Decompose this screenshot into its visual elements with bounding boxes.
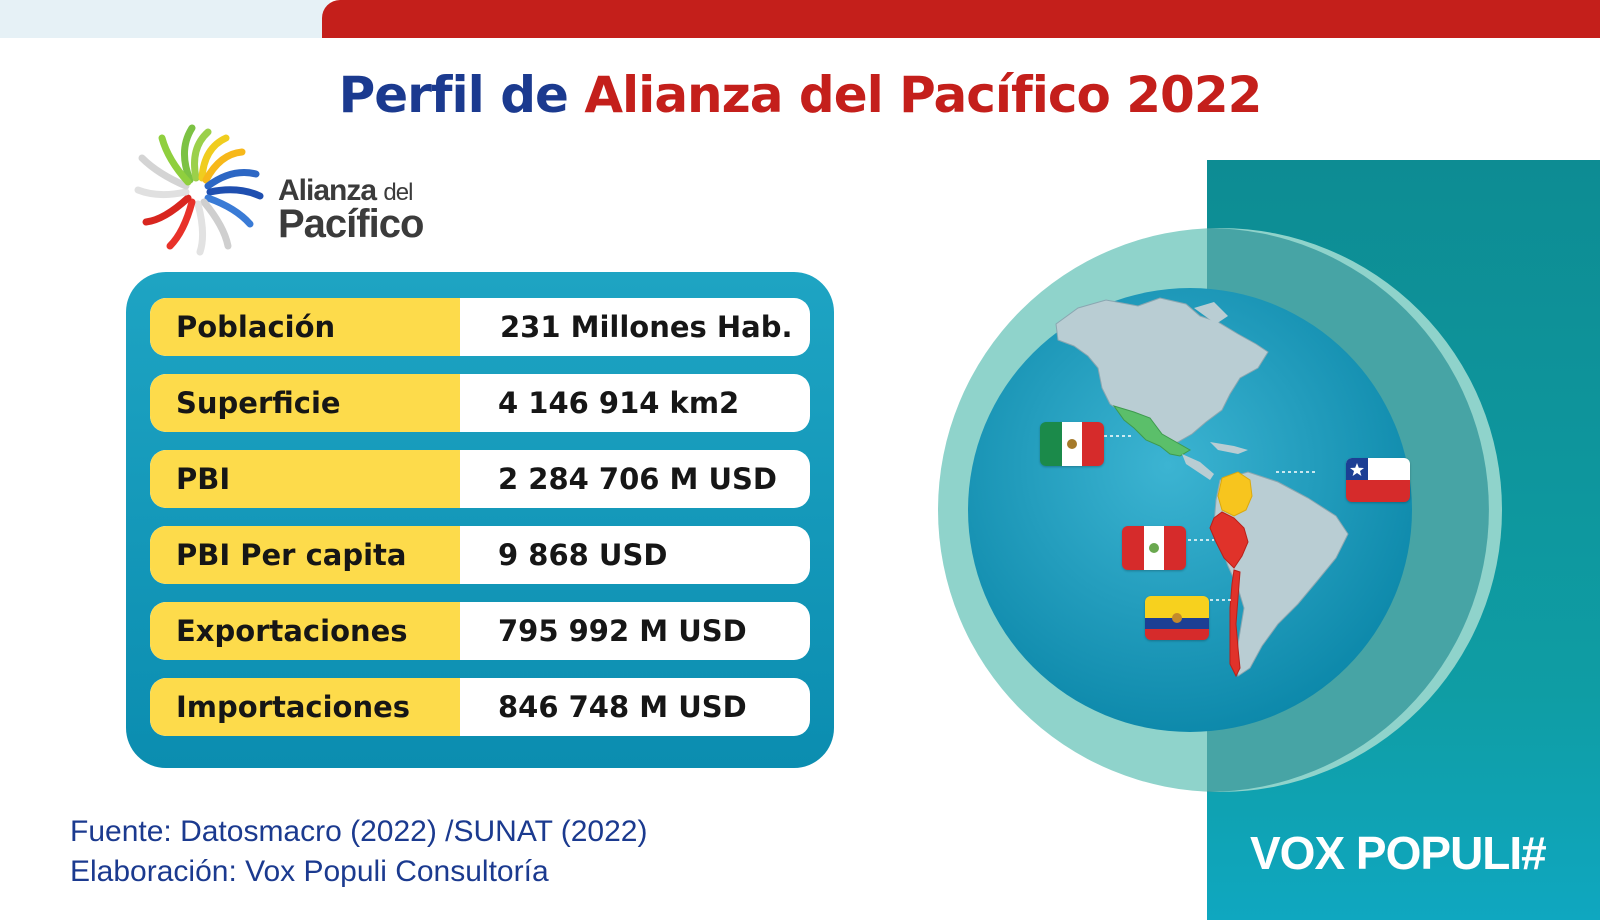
- central-america-shape: [1182, 454, 1214, 480]
- north-america-landmass: [1055, 297, 1269, 447]
- stat-label: Superficie: [150, 374, 460, 432]
- stat-label: Importaciones: [150, 678, 460, 736]
- stat-value: 4 146 914 km2: [498, 386, 740, 420]
- caribbean-islands: [1210, 442, 1248, 454]
- stat-label: PBI: [150, 450, 460, 508]
- colombia-flag: [1145, 596, 1209, 640]
- logo-word-alianza: Alianza: [278, 174, 377, 207]
- stat-label: PBI Per capita: [150, 526, 460, 584]
- page-title: Perfil de Alianza del Pacífico 2022: [0, 66, 1600, 124]
- greenland-landmass: [1194, 302, 1228, 324]
- peru-shape: [1209, 511, 1249, 569]
- title-part-1: Perfil de: [338, 66, 569, 124]
- stat-value: 846 748 M USD: [498, 690, 747, 724]
- stat-row-importaciones: Importaciones 846 748 M USD: [150, 678, 810, 736]
- top-red-band: [322, 0, 1600, 38]
- mexico-flag: [1040, 422, 1104, 466]
- stat-label: Población: [150, 298, 460, 356]
- americas-map: [938, 228, 1502, 792]
- stat-label: Exportaciones: [150, 602, 460, 660]
- logo-word-pacifico: Pacífico: [278, 202, 424, 246]
- chile-flag: [1346, 458, 1410, 502]
- stats-panel: Población 231 Millones Hab. Superficie 4…: [126, 272, 834, 768]
- stat-value: 795 992 M USD: [498, 614, 747, 648]
- pinwheel-icon: [134, 124, 264, 256]
- top-left-band: [0, 0, 330, 38]
- stat-row-pbi-per-capita: PBI Per capita 9 868 USD: [150, 526, 810, 584]
- vox-populi-brand: VOX POPULI#: [1250, 827, 1547, 879]
- logo-wordmark: Alianza del Pacífico: [278, 174, 424, 246]
- stat-row-superficie: Superficie 4 146 914 km2: [150, 374, 810, 432]
- source-note: Fuente: Datosmacro (2022) /SUNAT (2022) …: [70, 812, 647, 892]
- title-part-2: Alianza del Pacífico 2022: [584, 66, 1262, 124]
- stat-row-poblacion: Población 231 Millones Hab.: [150, 298, 810, 356]
- globe-inner: [968, 288, 1412, 732]
- alianza-logo: Alianza del Pacífico: [128, 118, 458, 258]
- stat-value: 2 284 706 M USD: [498, 462, 777, 496]
- stat-value: 231 Millones Hab.: [500, 310, 793, 344]
- logo-word-del: del: [383, 179, 413, 206]
- source-line: Fuente: Datosmacro (2022) /SUNAT (2022): [70, 815, 648, 848]
- chile-shape: [1229, 569, 1241, 678]
- peru-flag: [1122, 526, 1186, 570]
- stat-row-pbi: PBI 2 284 706 M USD: [150, 450, 810, 508]
- colombia-shape: [1217, 471, 1253, 517]
- stat-row-exportaciones: Exportaciones 795 992 M USD: [150, 602, 810, 660]
- mexico-shape: [1112, 405, 1191, 457]
- credit-line: Elaboración: Vox Populi Consultoría: [70, 855, 549, 888]
- stat-value: 9 868 USD: [498, 538, 668, 572]
